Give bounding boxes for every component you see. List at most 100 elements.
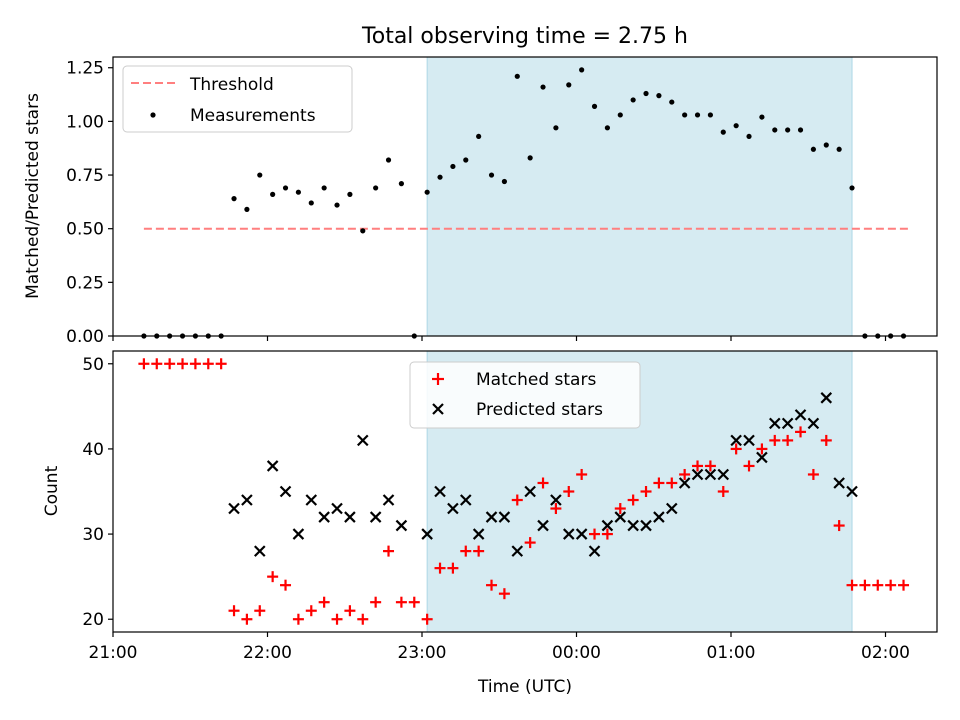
matched-point [537,477,549,489]
matched-point [486,579,498,591]
measurement-point [437,174,443,180]
predicted-point [640,519,652,532]
bottom-x-ticks: 21:00 22:00 23:00 00:00 01:00 02:00 [89,632,910,663]
matched-point [795,426,807,438]
matched-point [756,443,768,455]
measurement-point [463,157,469,163]
measurement-point [488,172,495,178]
x-tick-label: 00:00 [552,643,601,663]
measurement-point [566,82,572,88]
predicted-point [730,434,742,447]
measurement-point [321,185,327,191]
predicted-point [601,519,614,532]
matched-point [473,545,485,557]
predicted-point [318,511,330,523]
top-panel: 0.00 0.25 0.50 0.75 1.00 1.25 Matched/Predict… [23,56,938,347]
bottom-y-axis-label: Count [42,465,62,516]
matched-point [228,605,240,617]
legend-measurements-swatch [150,112,156,118]
bottom-axes-frame [112,350,938,633]
predicted-point [575,528,588,540]
predicted-point [614,511,627,523]
measurement-point [797,127,804,133]
measurement-point [360,228,366,234]
measurement-point [579,67,585,73]
predicted-point [756,451,768,464]
measurement-point [720,129,726,135]
matched-point [820,434,832,446]
predicted-point [588,545,601,557]
predicted-point [434,485,446,498]
predicted-point [266,460,279,472]
bottom-y-tick-label: 30 [82,525,104,545]
predicted-point [833,477,845,489]
shaded-span [426,56,853,337]
measurement-point [347,191,353,197]
predicted-point [447,502,459,515]
measurement-point [514,73,520,79]
predicted-point [279,485,292,498]
matched-point [782,434,794,446]
matched-point [215,358,227,370]
matched-point [498,588,510,600]
top-legend: Threshold Measurements [122,65,353,133]
matched-point [434,562,446,574]
legend-threshold-label: Threshold [189,75,274,95]
matched-point [885,579,897,591]
measurement-point [785,127,791,133]
predicted-point [537,519,549,532]
measurement-point [476,133,482,140]
predicted-point [653,511,665,523]
matched-point [460,545,472,557]
matched-point [576,468,588,480]
matched-point [833,520,845,532]
matched-point [318,596,330,608]
matched-point [164,358,176,370]
predicted-point [704,468,717,481]
measurement-point [450,163,456,170]
matched-point [730,443,742,455]
measurement-point [759,114,765,120]
measurement-point [682,112,688,118]
predicted-point [421,528,433,540]
top-y-tick-label: 1.25 [66,59,104,79]
legend-measurements-label: Measurements [190,106,316,126]
bottom-legend: Matched stars Predicted stars [409,361,641,429]
matched-point [202,358,214,370]
predicted-point [472,528,485,540]
matched-stars-points [138,358,910,625]
matched-point [601,528,613,540]
matched-point [305,605,317,617]
matched-point [189,358,201,370]
measurement-point [591,103,598,109]
predicted-point [331,502,343,515]
bottom-y-tick-label: 20 [82,610,104,630]
matched-point [563,486,575,497]
matched-point [511,494,523,506]
predicted-stars-points [228,392,858,557]
matched-point [447,562,459,574]
measurement-point [810,146,817,152]
matched-point [614,503,626,515]
measurement-point [772,127,778,133]
predicted-point [846,485,858,498]
measurement-point [295,189,301,195]
matched-point [807,468,819,480]
bottom-panel: 21:00 22:00 23:00 00:00 01:00 02:00 20304050 … [42,350,938,697]
predicted-point [678,477,691,489]
x-tick-label: 02:00 [861,643,910,663]
legend-predicted-label: Predicted stars [476,400,603,420]
predicted-point [459,494,472,506]
matched-point [151,358,163,370]
x-tick-label: 23:00 [398,643,447,663]
measurement-point [617,112,623,118]
measurement-point [669,99,675,105]
top-y-tick-label: 1.00 [66,112,104,132]
predicted-point [382,494,395,506]
predicted-point [485,511,498,523]
predicted-point [562,528,575,540]
top-y-axis-label: Matched/Predicted stars [23,93,43,299]
bottom-y-ticks: 20 30 40 50 [82,355,113,630]
predicted-point [524,485,536,498]
measurement-point [257,172,263,178]
